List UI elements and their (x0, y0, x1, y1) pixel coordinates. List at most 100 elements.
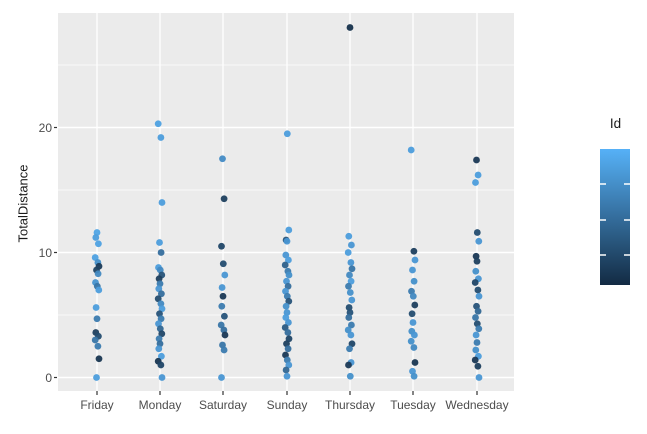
data-point (285, 361, 293, 369)
colorbar-tick (600, 183, 606, 185)
data-point (282, 302, 290, 310)
data-point (158, 199, 166, 206)
data-point (158, 352, 165, 360)
colorbar-tick (600, 254, 606, 256)
data-point (346, 345, 353, 353)
data-point (285, 319, 292, 326)
data-point (411, 331, 418, 339)
data-point (407, 337, 415, 345)
data-point (217, 321, 225, 329)
data-point (474, 286, 482, 294)
x-tick-label-friday: Friday (80, 398, 114, 412)
data-point (344, 249, 352, 256)
data-point (92, 304, 100, 311)
data-point (95, 355, 103, 363)
data-point (346, 289, 354, 296)
data-point (472, 331, 480, 339)
data-point (411, 301, 419, 309)
data-point (91, 336, 99, 344)
data-point (95, 240, 102, 248)
data-point (285, 256, 292, 264)
data-point (154, 295, 162, 303)
data-point (347, 277, 355, 285)
data-point (220, 346, 228, 354)
data-point (155, 285, 163, 293)
data-point (157, 315, 165, 323)
data-point (91, 254, 99, 261)
data-point (348, 241, 355, 249)
data-point (284, 345, 292, 353)
data-point (218, 242, 225, 250)
data-point (345, 282, 352, 290)
data-point (283, 130, 291, 138)
data-point (282, 366, 290, 374)
data-point (345, 361, 352, 369)
data-point (285, 226, 293, 234)
data-point (283, 372, 291, 380)
data-point (472, 346, 480, 354)
data-point (219, 260, 227, 268)
data-point (158, 330, 166, 338)
data-point (408, 310, 416, 318)
data-point (154, 120, 162, 128)
data-point (348, 321, 355, 329)
data-point (475, 374, 483, 381)
colorbar-tick (624, 254, 630, 256)
data-point (283, 237, 291, 245)
data-point (93, 315, 101, 323)
data-point (218, 284, 226, 291)
data-point (284, 329, 292, 336)
data-point (345, 314, 353, 321)
data-point (475, 237, 483, 245)
data-point (473, 257, 481, 265)
data-point (285, 271, 293, 279)
data-point (471, 279, 479, 286)
data-point (409, 266, 416, 274)
data-point (348, 265, 356, 273)
data-point (473, 156, 480, 164)
data-point (473, 339, 481, 346)
data-point (474, 171, 482, 179)
data-point (411, 256, 419, 264)
data-point (346, 372, 354, 380)
data-point (347, 331, 355, 339)
y-tick-label-20: 20 (38, 120, 52, 135)
x-tick-label-sunday: Sunday (266, 398, 308, 412)
data-point (220, 195, 228, 203)
data-point (221, 271, 229, 279)
data-point (95, 286, 103, 294)
legend-title: Id (609, 116, 622, 131)
data-point (93, 374, 100, 381)
data-point (348, 296, 356, 304)
x-tick-label-thursday: Thursday (324, 398, 376, 412)
data-point (346, 271, 353, 279)
colorbar-tick (600, 219, 606, 221)
x-tick-label-saturday: Saturday (198, 398, 248, 412)
data-point (94, 342, 102, 350)
data-point (473, 229, 481, 236)
data-point (410, 247, 418, 255)
data-point (281, 261, 289, 269)
data-point (155, 345, 163, 353)
data-point (221, 331, 229, 339)
data-point (218, 374, 225, 381)
colorbar-tick (624, 183, 630, 185)
data-point (472, 314, 479, 321)
data-point (92, 234, 100, 241)
data-point (219, 155, 226, 163)
data-point (219, 292, 227, 300)
y-tick-label-0: 0 (45, 370, 52, 385)
data-point (409, 292, 417, 300)
data-point (474, 307, 482, 315)
data-point (282, 251, 290, 259)
data-point (410, 344, 418, 351)
x-tick-label-monday: Monday (138, 398, 182, 412)
data-point (409, 319, 417, 326)
data-point (94, 270, 102, 278)
legend-colorbar (600, 149, 630, 285)
data-point (284, 282, 292, 290)
data-point (411, 359, 419, 366)
data-point (410, 372, 418, 380)
data-point (407, 146, 415, 154)
